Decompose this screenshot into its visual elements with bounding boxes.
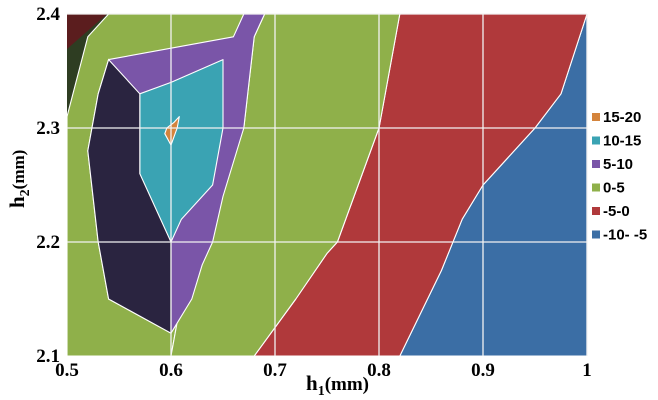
- y-axis-title: h2(mm): [5, 150, 33, 208]
- x-axis-ticks: 0.5 0.6 0.7 0.8 0.9 1: [55, 360, 592, 381]
- legend-label: 10-15: [603, 133, 641, 150]
- y-axis-title-main: h: [5, 196, 29, 208]
- y-axis-title-subscript: 2: [18, 189, 33, 196]
- y-axis-title-unit: (mm): [9, 150, 28, 190]
- x-axis-title-main: h: [306, 371, 318, 395]
- legend-swatch: [592, 184, 600, 192]
- y-tick-label: 2.3: [36, 118, 60, 139]
- x-axis-title-unit: (mm): [325, 374, 369, 395]
- x-tick-label: 1: [582, 360, 592, 381]
- x-axis-title: h1(mm): [306, 371, 369, 399]
- legend-label: -5-0: [603, 203, 630, 220]
- legend-label: 15-20: [603, 109, 641, 126]
- legend-swatch: [592, 113, 600, 121]
- y-tick-label: 2.4: [36, 4, 60, 25]
- legend-label: 5-10: [603, 156, 633, 173]
- x-tick-label: 0.9: [471, 360, 495, 381]
- plot-area: [67, 14, 587, 356]
- legend-swatch: [592, 207, 600, 215]
- x-tick-label: 0.8: [367, 360, 391, 381]
- y-tick-label: 2.1: [36, 346, 60, 367]
- y-axis-ticks: 2.1 2.2 2.3 2.4: [36, 4, 60, 367]
- x-axis-title-subscript: 1: [318, 384, 325, 399]
- y-tick-label: 2.2: [36, 232, 60, 253]
- legend-label: 0-5: [603, 180, 625, 197]
- legend-label: -10- -5: [603, 227, 647, 244]
- x-tick-label: 0.7: [263, 360, 287, 381]
- legend-swatch: [592, 160, 600, 168]
- legend-swatch: [592, 231, 600, 239]
- x-tick-label: 0.6: [159, 360, 183, 381]
- legend-swatch: [592, 137, 600, 145]
- legend: 15-20 10-15 5-10 0-5 -5-0 -10- -5: [592, 109, 647, 244]
